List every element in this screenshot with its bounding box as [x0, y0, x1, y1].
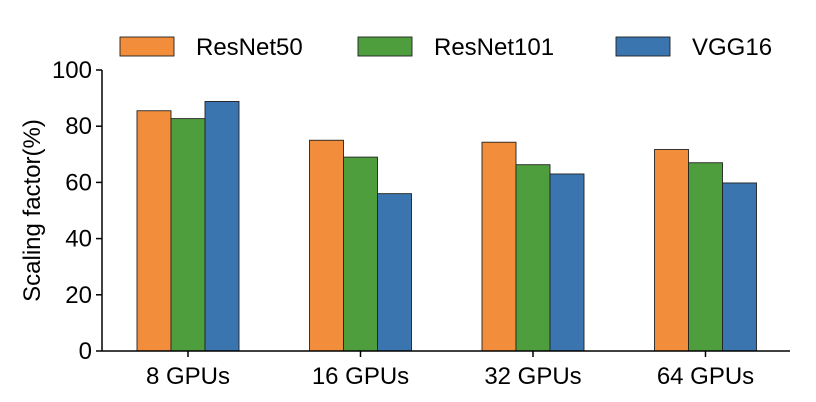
legend-label-resnet101: ResNet101	[434, 34, 554, 61]
legend-label-resnet50: ResNet50	[196, 34, 303, 61]
y-tick-label: 0	[79, 338, 92, 365]
bar-resnet101-8-gpus	[170, 118, 206, 352]
legend-swatch-vgg16	[615, 36, 671, 57]
legend-swatch-resnet101	[357, 36, 413, 57]
y-tick-label: 80	[65, 113, 92, 140]
legend-label-vgg16: VGG16	[692, 34, 772, 61]
bar-resnet101-64-gpus	[688, 162, 723, 352]
y-tick-label: 40	[65, 226, 92, 253]
bar-resnet50-16-gpus	[309, 139, 344, 352]
y-ticks: 0 20 40 60 80 100	[52, 57, 102, 365]
bar-resnet50-8-gpus	[136, 110, 172, 352]
y-tick-label: 100	[52, 57, 92, 84]
bar-resnet50-32-gpus	[481, 141, 517, 352]
x-tick-label: 32 GPUs	[484, 363, 581, 390]
bar-vgg16-16-gpus	[377, 193, 412, 352]
y-axis-title: Scaling factor(%)	[19, 119, 46, 302]
axes	[101, 70, 790, 352]
x-ticks: 8 GPUs 16 GPUs 32 GPUs 64 GPUs	[146, 351, 754, 390]
legend-swatch-resnet50	[119, 36, 175, 57]
bar-vgg16-32-gpus	[549, 173, 585, 352]
bar-vgg16-8-gpus	[204, 101, 240, 352]
x-tick-label: 16 GPUs	[312, 363, 409, 390]
y-tick-label: 20	[65, 282, 92, 309]
legend: ResNet50 ResNet101 VGG16	[119, 34, 772, 61]
bar-resnet101-32-gpus	[515, 164, 551, 352]
x-tick-label: 64 GPUs	[657, 363, 754, 390]
y-tick-label: 60	[65, 169, 92, 196]
x-tick-label: 8 GPUs	[146, 363, 230, 390]
bar-resnet101-16-gpus	[343, 156, 378, 352]
bar-vgg16-64-gpus	[722, 182, 757, 352]
bars	[136, 101, 757, 352]
bar-resnet50-64-gpus	[654, 149, 689, 352]
